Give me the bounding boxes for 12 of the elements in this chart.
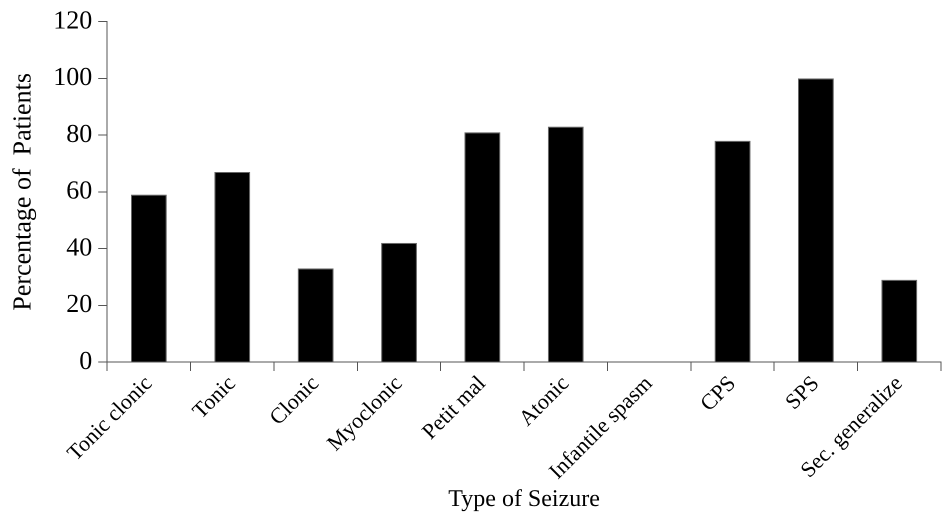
y-tick-label: 100 <box>53 62 92 92</box>
x-tick-label: CPS <box>694 370 740 416</box>
y-tick-label: 0 <box>79 346 92 375</box>
y-tick-label: 60 <box>66 176 92 205</box>
y-tick-label: 40 <box>66 232 92 262</box>
y-axis-title: Percentage of Patients <box>7 73 36 311</box>
y-tick-label: 80 <box>66 118 92 148</box>
y-tick-label: 120 <box>53 5 92 34</box>
x-tick-label: Petit mal <box>416 370 490 444</box>
x-axis-title: Type of Seizure <box>448 486 600 512</box>
x-tick-label: SPS <box>780 370 824 414</box>
y-tick-label: 20 <box>66 289 92 318</box>
